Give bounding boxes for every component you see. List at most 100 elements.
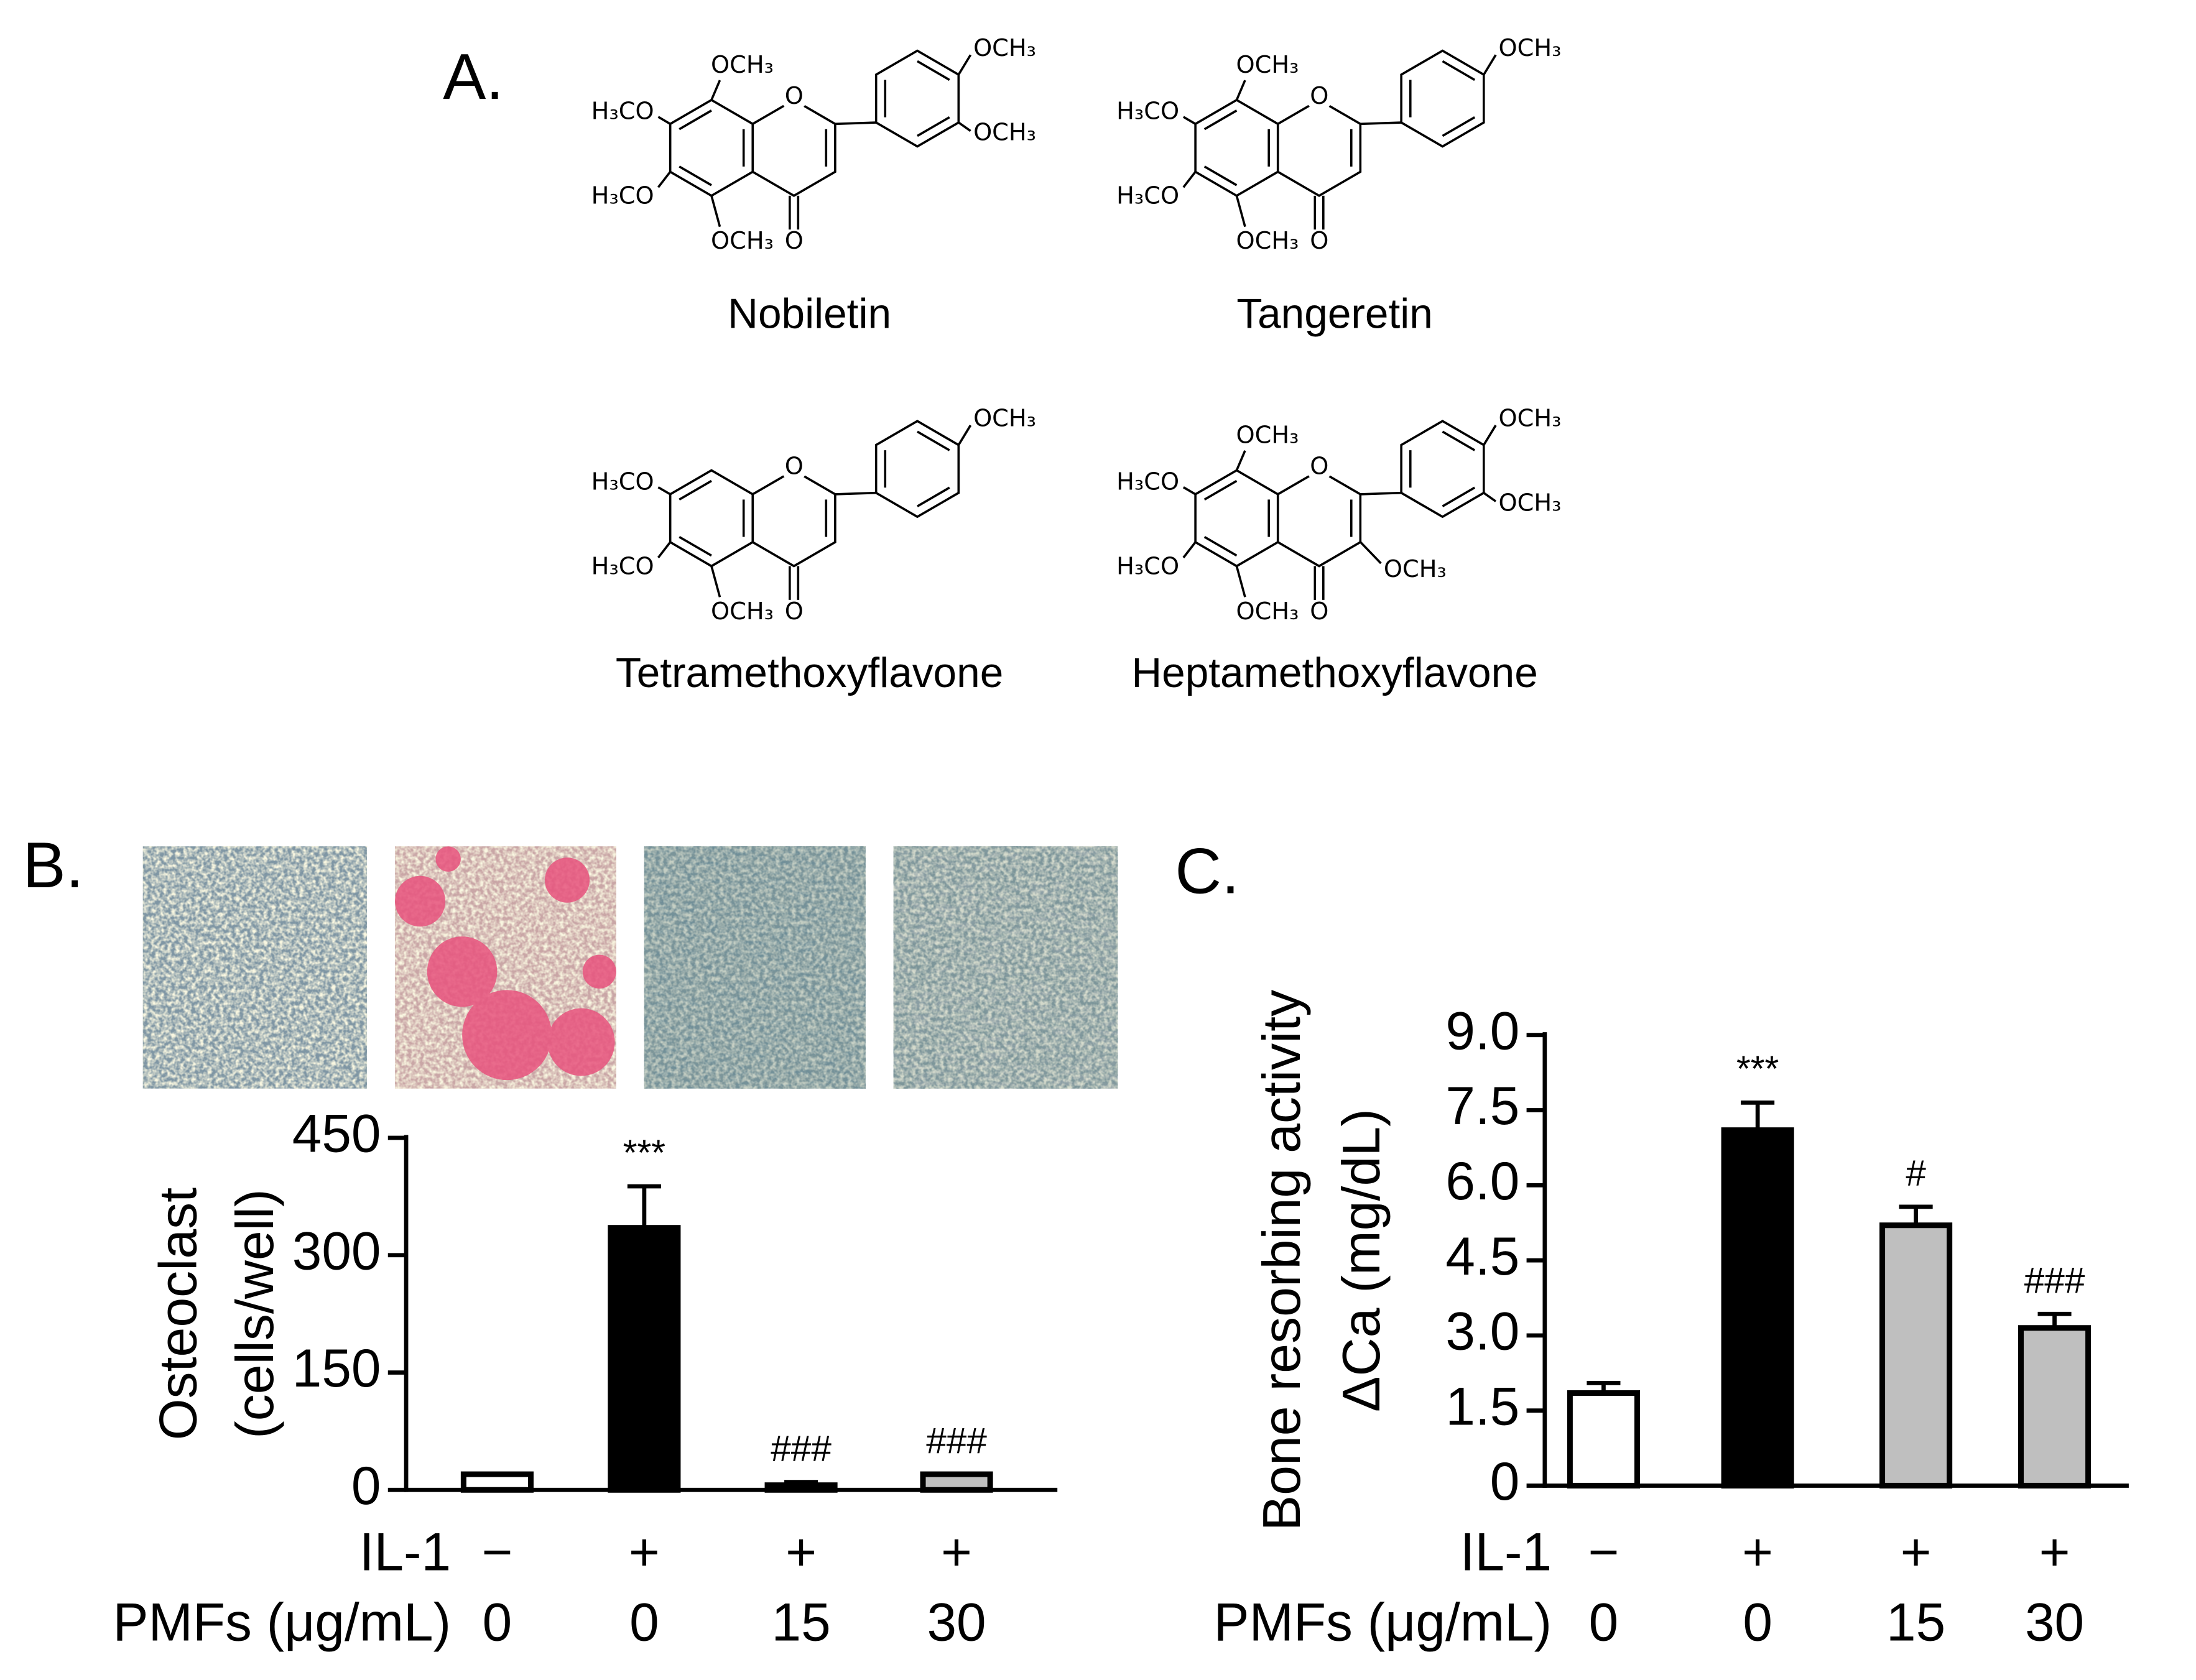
- atom-label: OCH₃: [1236, 422, 1299, 450]
- significance-label: ***: [623, 1133, 665, 1173]
- bar: [764, 1482, 838, 1493]
- bond: [1360, 491, 1402, 496]
- atom-label: O: [785, 82, 804, 110]
- atom-label: OCH₃: [1236, 227, 1299, 255]
- x-tick-label: +: [629, 1522, 660, 1582]
- ring: [1194, 98, 1279, 197]
- x-tick-label: −: [1588, 1522, 1619, 1582]
- structure: OCH₃ H₃CO H₃CO OCH₃ O O OCH₃ OCH₃ Nobiletin: [591, 34, 1036, 338]
- ring: [1194, 469, 1279, 568]
- bond: [917, 60, 950, 81]
- bond: [1483, 425, 1497, 446]
- atom-label: OCH₃: [711, 227, 774, 255]
- bond: [1235, 450, 1246, 471]
- bond: [917, 430, 950, 451]
- significance-label: #: [1906, 1153, 1926, 1193]
- micrograph-texture: [644, 846, 866, 1089]
- x-tick-label: +: [2039, 1522, 2070, 1582]
- bond: [1182, 171, 1197, 188]
- significance-label: ###: [771, 1428, 832, 1469]
- bond: [1483, 54, 1497, 75]
- bar: [608, 1225, 681, 1493]
- bond: [1182, 116, 1197, 125]
- bond: [917, 486, 950, 507]
- y-tick-label: 0: [1490, 1452, 1520, 1512]
- y-tick-label: 9.0: [1445, 1001, 1519, 1061]
- significance-label: ###: [926, 1421, 987, 1461]
- compound-name: Tangeretin: [1236, 290, 1432, 337]
- bar: [1567, 1390, 1640, 1488]
- atom-label: OCH₃: [1499, 34, 1562, 62]
- bond: [1203, 109, 1238, 131]
- ring: [669, 469, 754, 568]
- row-label: PMFs (μg/mL): [1214, 1592, 1552, 1652]
- bond: [1360, 541, 1382, 565]
- bond: [657, 171, 672, 188]
- atom-label: H₃CO: [591, 98, 654, 126]
- bond: [1235, 80, 1246, 101]
- x-tick-label: +: [1742, 1522, 1773, 1582]
- ring: [669, 98, 754, 197]
- label-bg: [781, 456, 807, 482]
- ring: [1276, 98, 1362, 197]
- y-tick-label: 3.0: [1445, 1301, 1519, 1361]
- ring: [874, 420, 960, 519]
- panel-label: B.: [23, 829, 84, 902]
- bond: [1442, 60, 1476, 81]
- atom-label: O: [1310, 82, 1328, 110]
- atom-label: H₃CO: [1116, 552, 1179, 580]
- atom-label: O: [1310, 227, 1328, 255]
- row-label: IL-1: [359, 1522, 451, 1582]
- y-tick-label: 4.5: [1445, 1227, 1519, 1286]
- bond: [835, 121, 876, 126]
- atom-label: OCH₃: [1384, 555, 1447, 583]
- bond: [710, 566, 721, 598]
- atom-label: O: [785, 598, 804, 625]
- bond: [1235, 195, 1246, 228]
- y-tick-label: 6.0: [1445, 1152, 1519, 1211]
- row-label: PMFs (μg/mL): [113, 1592, 452, 1652]
- atom-label: OCH₃: [973, 404, 1036, 432]
- bond: [835, 491, 876, 496]
- structure: OCH₃ H₃CO H₃CO OCH₃ O O OCH₃ OCH₃ OCH₃ Heptametho…: [1116, 404, 1561, 696]
- atom-label: OCH₃: [973, 34, 1036, 62]
- y-tick-label: 0: [351, 1456, 381, 1516]
- x-tick-label: +: [941, 1522, 972, 1582]
- bond: [679, 165, 712, 187]
- significance-label: ###: [2024, 1260, 2085, 1301]
- structure: OCH₃ H₃CO H₃CO OCH₃ O O OCH₃ Tangeretin: [1116, 34, 1561, 338]
- bond: [958, 121, 971, 132]
- atom-label: O: [785, 227, 804, 255]
- bond: [1203, 479, 1238, 501]
- stained-cells: [395, 846, 616, 1081]
- ring: [1276, 469, 1362, 568]
- compound-name: Heptamethoxyflavone: [1131, 650, 1537, 696]
- atom-label: H₃CO: [591, 468, 654, 496]
- bond: [1360, 121, 1402, 126]
- bond: [917, 116, 950, 137]
- label-bg: [781, 86, 807, 111]
- bond: [1182, 541, 1197, 559]
- micrograph-texture: [142, 846, 368, 1089]
- atom-label: OCH₃: [973, 119, 1036, 147]
- ring: [751, 98, 836, 197]
- atom-label: OCH₃: [711, 598, 774, 625]
- y-tick-label: 150: [292, 1339, 381, 1398]
- bond: [679, 479, 712, 501]
- atom-label: OCH₃: [1236, 598, 1299, 625]
- ring: [1400, 49, 1485, 148]
- micrographs: [142, 846, 1118, 1089]
- panel-label: C.: [1175, 835, 1239, 907]
- atom-label: H₃CO: [1116, 98, 1179, 126]
- y-tick-label: 300: [292, 1221, 381, 1281]
- label-bg: [1307, 86, 1332, 111]
- bar: [460, 1471, 534, 1493]
- bond: [657, 116, 671, 125]
- y-axis-label: ΔCa (mg/dL): [1332, 1109, 1391, 1412]
- bond: [1182, 486, 1197, 496]
- bond: [657, 486, 671, 496]
- row-label: IL-1: [1460, 1522, 1552, 1582]
- atom-label: H₃CO: [591, 552, 654, 580]
- atom-label: O: [1310, 452, 1328, 480]
